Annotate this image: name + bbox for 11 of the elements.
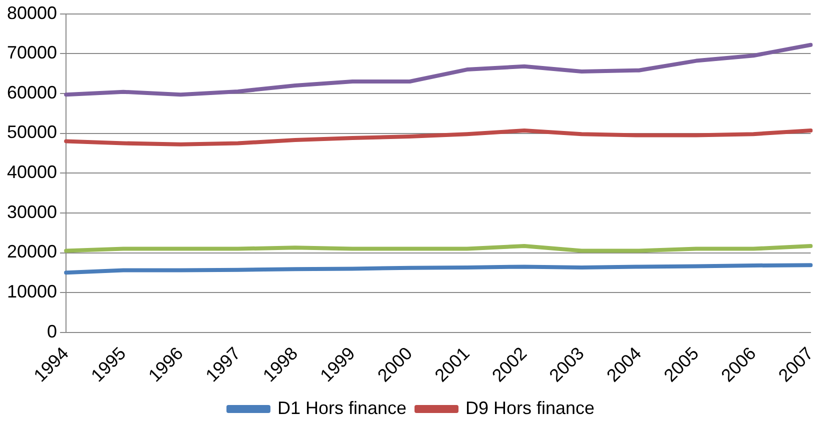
y-tick-label: 0 [47,321,58,342]
y-tick-label: 60000 [6,82,58,102]
legend-label: D1 Hors finance [277,398,407,418]
legend-label: D9 Hors finance [466,398,595,418]
y-tick-label: 30000 [6,202,58,222]
y-tick-label: 80000 [6,2,58,23]
y-tick-label: 70000 [6,42,58,63]
y-tick-label: 40000 [6,162,58,182]
y-tick-label: 50000 [6,122,58,142]
y-tick-label: 10000 [6,282,58,302]
y-tick-label: 20000 [6,242,58,262]
